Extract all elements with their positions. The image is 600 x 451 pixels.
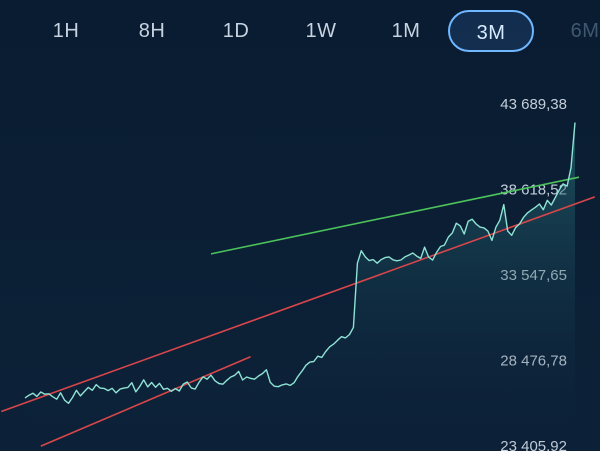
tab-1w[interactable]: 1W — [305, 20, 337, 42]
tab-1d[interactable]: 1D — [222, 20, 250, 42]
green-trendline — [210, 176, 580, 255]
red-trendline-upper — [0, 196, 596, 413]
tab-6m[interactable]: 6M — [570, 20, 600, 42]
tab-8h[interactable]: 8H — [138, 20, 166, 42]
timeframe-tabs: 1H 8H 1D 1W 1M 3M 6M — [0, 10, 600, 54]
tab-1m[interactable]: 1M — [391, 20, 421, 42]
price-area-fill — [25, 122, 575, 446]
tab-1h[interactable]: 1H — [52, 20, 80, 42]
y-tick-label: 43 689,38 — [500, 96, 567, 113]
y-tick-label: 38 618,52 — [500, 182, 567, 199]
tab-3m[interactable]: 3M — [448, 10, 534, 52]
red-trendline-lower — [40, 356, 251, 447]
price-line — [24, 122, 576, 404]
